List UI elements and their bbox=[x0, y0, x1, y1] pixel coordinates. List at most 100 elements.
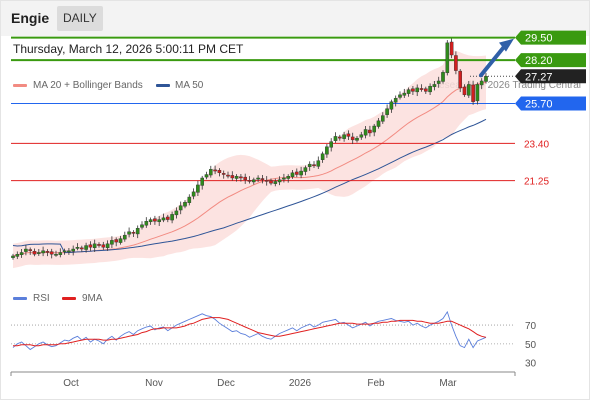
candle-body bbox=[174, 210, 179, 216]
candle-body bbox=[350, 136, 355, 141]
candle-body bbox=[178, 205, 183, 211]
candle-body bbox=[307, 163, 312, 167]
candle-body bbox=[67, 250, 71, 253]
candle-body bbox=[183, 202, 187, 207]
candle-body bbox=[359, 134, 364, 138]
candle-body bbox=[58, 252, 63, 255]
legend-ma50-label: MA 50 bbox=[175, 80, 204, 91]
forecast-arrow-head bbox=[499, 38, 514, 52]
x-tick-label-Feb: Feb bbox=[367, 378, 385, 389]
legend-bb-label: MA 20 + Bollinger Bands bbox=[33, 80, 143, 91]
candle-body bbox=[226, 174, 230, 177]
candle-body bbox=[445, 42, 450, 74]
candle-body bbox=[402, 92, 407, 96]
candle-body bbox=[131, 232, 136, 234]
ma50-line bbox=[12, 118, 487, 254]
period-tab[interactable]: DAILY bbox=[57, 6, 103, 31]
candle-body bbox=[428, 85, 432, 93]
candle-body bbox=[436, 80, 441, 84]
candle-body bbox=[432, 84, 437, 87]
candle-body bbox=[363, 129, 368, 136]
candle-body bbox=[484, 76, 488, 82]
candle-body bbox=[144, 221, 149, 226]
candle-body bbox=[415, 87, 420, 93]
candle-body bbox=[165, 216, 170, 220]
candle-body bbox=[376, 120, 381, 127]
forecast-arrow-shaft bbox=[479, 43, 507, 78]
instrument-title: Engie bbox=[11, 10, 50, 26]
rsi-tick-50: 50 bbox=[525, 340, 537, 351]
candle-body bbox=[92, 243, 97, 249]
candle-body bbox=[355, 137, 359, 141]
candle-body bbox=[303, 167, 308, 172]
candle-body bbox=[37, 252, 41, 254]
candle-body bbox=[372, 125, 377, 133]
rsi-line bbox=[12, 310, 487, 351]
candle-body bbox=[187, 196, 192, 203]
candle-body bbox=[260, 178, 265, 180]
candle-body bbox=[62, 250, 67, 253]
candle-body bbox=[24, 248, 28, 252]
candle-body bbox=[342, 134, 346, 139]
candle-body bbox=[204, 174, 209, 178]
candle-body bbox=[15, 254, 20, 257]
x-tick-label-Nov: Nov bbox=[145, 378, 163, 389]
candle-body bbox=[441, 72, 445, 82]
candle-body bbox=[19, 252, 24, 255]
credit-text: Research © 2026 Trading Central bbox=[431, 80, 581, 91]
candle-body bbox=[234, 176, 239, 179]
legend-ma50-swatch bbox=[156, 84, 170, 87]
candle-body bbox=[101, 244, 106, 248]
candle-body bbox=[338, 136, 342, 139]
level-tag-29.50 bbox=[515, 30, 586, 45]
candle-body bbox=[406, 89, 411, 94]
candle-body bbox=[11, 255, 15, 258]
candle-body bbox=[88, 244, 93, 248]
candle-body bbox=[191, 191, 196, 197]
candle-body bbox=[75, 247, 80, 249]
candle-body bbox=[221, 173, 226, 175]
candle-body bbox=[381, 115, 385, 122]
candle-body bbox=[217, 169, 222, 173]
candle-body bbox=[393, 98, 398, 103]
candle-body bbox=[247, 180, 252, 182]
level-label-21.25: 21.25 bbox=[524, 177, 549, 188]
candle-body bbox=[277, 179, 282, 183]
candle-body bbox=[170, 214, 174, 221]
x-tick-label-Oct: Oct bbox=[63, 378, 79, 389]
candle-body bbox=[398, 94, 402, 98]
x-tick-label-Mar: Mar bbox=[439, 378, 457, 389]
candle-body bbox=[346, 133, 351, 137]
candle-body bbox=[148, 219, 153, 223]
candle-body bbox=[424, 88, 428, 92]
legend-rsi-ma-label: 9MA bbox=[82, 293, 103, 304]
candle-body bbox=[329, 141, 334, 148]
legend-rsi-label: RSI bbox=[33, 293, 50, 304]
candle-body bbox=[208, 169, 213, 176]
candle-body bbox=[251, 179, 256, 183]
candle-body bbox=[467, 84, 471, 96]
chart-datetime: Thursday, March 12, 2026 5:00:11 PM CET bbox=[13, 42, 244, 56]
candle-body bbox=[196, 184, 200, 193]
level-tag-28.20 bbox=[515, 53, 586, 68]
candle-body bbox=[316, 160, 321, 167]
candle-body bbox=[127, 231, 131, 235]
level-tag-27.27 bbox=[515, 69, 586, 84]
candle-body bbox=[320, 153, 325, 160]
rsi-tick-70: 70 bbox=[525, 321, 537, 332]
candle-body bbox=[389, 101, 394, 110]
candle-body bbox=[256, 177, 260, 180]
candle-body bbox=[325, 146, 329, 155]
level-label-23.40: 23.40 bbox=[524, 139, 549, 150]
candle-body bbox=[264, 180, 269, 182]
candle-body bbox=[28, 249, 33, 251]
candle-body bbox=[273, 181, 278, 184]
candle-body bbox=[299, 170, 303, 176]
candle-body bbox=[32, 251, 37, 255]
rsi-tick-30: 30 bbox=[525, 359, 537, 370]
candle-body bbox=[239, 176, 243, 179]
candle-body bbox=[114, 239, 118, 243]
candle-body bbox=[122, 234, 127, 240]
candle-body bbox=[458, 70, 463, 89]
candle-body bbox=[286, 176, 291, 179]
